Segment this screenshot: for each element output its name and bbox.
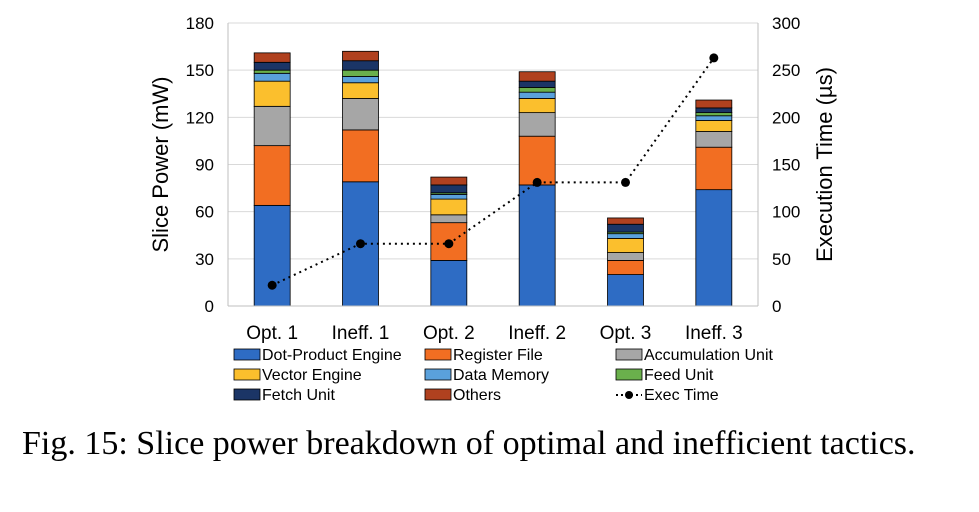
y-tick-label: 90 [195, 156, 214, 175]
legend-label: Accumulation Unit [644, 347, 774, 364]
y2-tick-label: 100 [772, 203, 800, 222]
exec-time-line [267, 53, 719, 290]
bar-segment [430, 260, 468, 307]
bar-segment [695, 112, 733, 117]
legend-swatch [615, 348, 643, 361]
bar-segment [342, 50, 379, 62]
bar-segment [253, 204, 291, 307]
chart-canvas: 0 30 60 90 120 150 180 0 50 100 150 200 250 300 Opt. 1… [148, 14, 837, 404]
y-tick-label: 60 [195, 203, 214, 222]
exec-time-point [267, 280, 277, 290]
bar-segment [430, 193, 468, 200]
y-tick-label: 150 [186, 61, 214, 80]
bar-segment [342, 76, 379, 84]
bar-segment [430, 214, 468, 224]
bar-segment [518, 98, 556, 114]
bar-segment [253, 72, 291, 82]
bar-segment [607, 260, 644, 275]
legend-label: Others [453, 387, 501, 404]
y2-axis-title: Execution Time (µs) [812, 67, 837, 262]
bar-segment [518, 87, 556, 93]
bar-segment [518, 135, 556, 186]
bar-segment [253, 105, 291, 147]
bar-segment [342, 69, 379, 77]
power-breakdown-chart: 0 30 60 90 120 150 180 0 50 100 150 200 250 300 Opt. 1… [148, 14, 837, 404]
axes: 0 30 60 90 120 150 180 0 50 100 150 200 250 300 Opt. 1… [148, 14, 837, 344]
bar-segment [695, 115, 733, 121]
exec-time-point [621, 177, 630, 187]
legend-label: Feed Unit [644, 367, 714, 384]
bar-segment [342, 60, 379, 71]
bar-segment [607, 223, 644, 233]
bar-segment [695, 189, 733, 307]
legend-marker [625, 391, 633, 399]
legend-label: Data Memory [453, 367, 549, 384]
bar-segment [253, 69, 291, 74]
bar-segment [518, 91, 556, 99]
legend-label: Fetch Unit [262, 387, 335, 404]
bar-segment [342, 98, 379, 131]
legend-label: Vector Engine [262, 367, 362, 384]
bar-segment [253, 145, 291, 206]
bar-segment [518, 112, 556, 137]
bar-segment [430, 198, 468, 216]
stacked-bars [253, 50, 733, 307]
y2-tick-label: 300 [772, 14, 800, 33]
bar-segment [342, 82, 379, 99]
y-axis-title: Slice Power (mW) [148, 76, 173, 252]
x-tick-label: Opt. 2 [423, 323, 475, 344]
bar-segment [253, 61, 291, 71]
bar-segment [607, 217, 644, 225]
y-tick-label: 30 [195, 250, 214, 269]
bar-segment [607, 233, 644, 239]
x-tick-label: Ineff. 3 [685, 323, 743, 344]
exec-time-point [532, 177, 542, 187]
x-tick-label: Opt. 3 [600, 323, 652, 344]
y2-tick-label: 0 [772, 297, 781, 316]
y-tick-label: 120 [186, 108, 214, 127]
x-tick-label: Ineff. 2 [508, 323, 566, 344]
y-tick-label: 180 [186, 14, 214, 33]
exec-time-point [356, 239, 365, 249]
legend-swatch [424, 388, 452, 401]
legend-label: Dot-Product Engine [262, 347, 402, 364]
x-tick-label: Ineff. 1 [332, 323, 390, 344]
bar-segment [342, 129, 379, 183]
exec-time-point [709, 53, 719, 63]
bar-segment [607, 274, 644, 307]
bar-segment [695, 107, 733, 114]
exec-time-point [444, 239, 454, 249]
bar-segment [430, 176, 468, 186]
exec-time-polyline [271, 57, 715, 287]
y2-tick-label: 250 [772, 61, 800, 80]
bar-segment [695, 146, 733, 191]
y-tick-label: 0 [205, 297, 214, 316]
legend-swatch [615, 368, 643, 381]
legend-label: Register File [453, 347, 543, 364]
legend-swatch [424, 368, 452, 381]
bar-segment [518, 71, 556, 82]
bar-segment [518, 80, 556, 88]
bar-segment [695, 99, 733, 109]
bar-segment [253, 80, 291, 107]
legend-swatch [233, 368, 261, 381]
y2-tick-label: 200 [772, 108, 800, 127]
bar-segment [430, 184, 468, 194]
bar-segment [607, 252, 644, 261]
legend-swatch [424, 348, 452, 361]
figure-caption: Fig. 15: Slice power breakdown of optima… [22, 425, 916, 462]
y2-tick-label: 50 [772, 250, 791, 269]
legend: Dot-Product Engine Register File Accumulat… [233, 347, 774, 404]
legend-label: Exec Time [644, 387, 719, 404]
bar-segment [695, 120, 733, 132]
y2-tick-label: 150 [772, 156, 800, 175]
gridlines [228, 22, 758, 260]
bar-segment [253, 52, 291, 63]
bar-segment [695, 131, 733, 148]
x-tick-label: Opt. 1 [246, 323, 298, 344]
bar-segment [518, 184, 556, 307]
legend-swatch [233, 388, 261, 401]
bar-segment [607, 237, 644, 253]
legend-swatch [233, 348, 261, 361]
